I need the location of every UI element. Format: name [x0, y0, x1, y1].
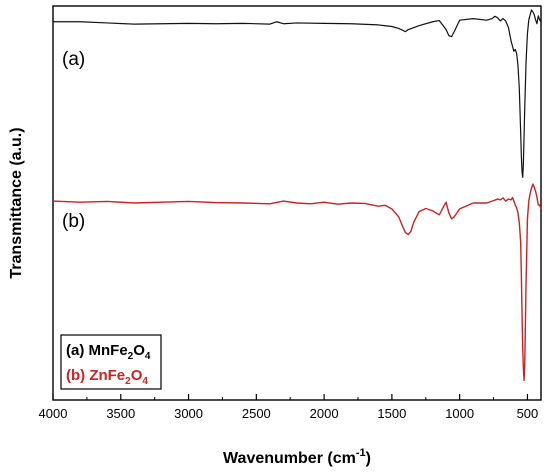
x-tick-label: 4000: [39, 406, 68, 421]
legend: (a) MnFe2O4 (b) ZnFe2O4: [60, 334, 162, 390]
x-tick-label: 2500: [242, 406, 271, 421]
series-line-b: [52, 183, 542, 381]
x-tick-label: 1500: [377, 406, 406, 421]
x-tick-label: 2000: [310, 406, 339, 421]
x-tick-label: 3000: [174, 406, 203, 421]
x-axis-ticks: 4000 3500 3000 2500 2000 1500 1000 500: [39, 394, 539, 421]
legend-entry-a: (a) MnFe2O4: [66, 342, 151, 362]
y-axis-title: Transmittance (a.u.): [8, 127, 25, 278]
series-line-a: [53, 9, 542, 178]
legend-box: [60, 334, 162, 390]
series-layer: [52, 9, 542, 381]
x-tick-label: 1000: [445, 406, 474, 421]
x-tick-label: 3500: [106, 406, 135, 421]
plot-frame: [52, 5, 542, 401]
curve-label-a: (a): [62, 49, 85, 70]
x-tick-label: 500: [517, 406, 539, 421]
x-axis-title: Wavenumber (cm-1): [223, 447, 371, 467]
curve-label-b: (b): [62, 211, 85, 232]
legend-entry-b: (b) ZnFe2O4: [66, 367, 148, 387]
